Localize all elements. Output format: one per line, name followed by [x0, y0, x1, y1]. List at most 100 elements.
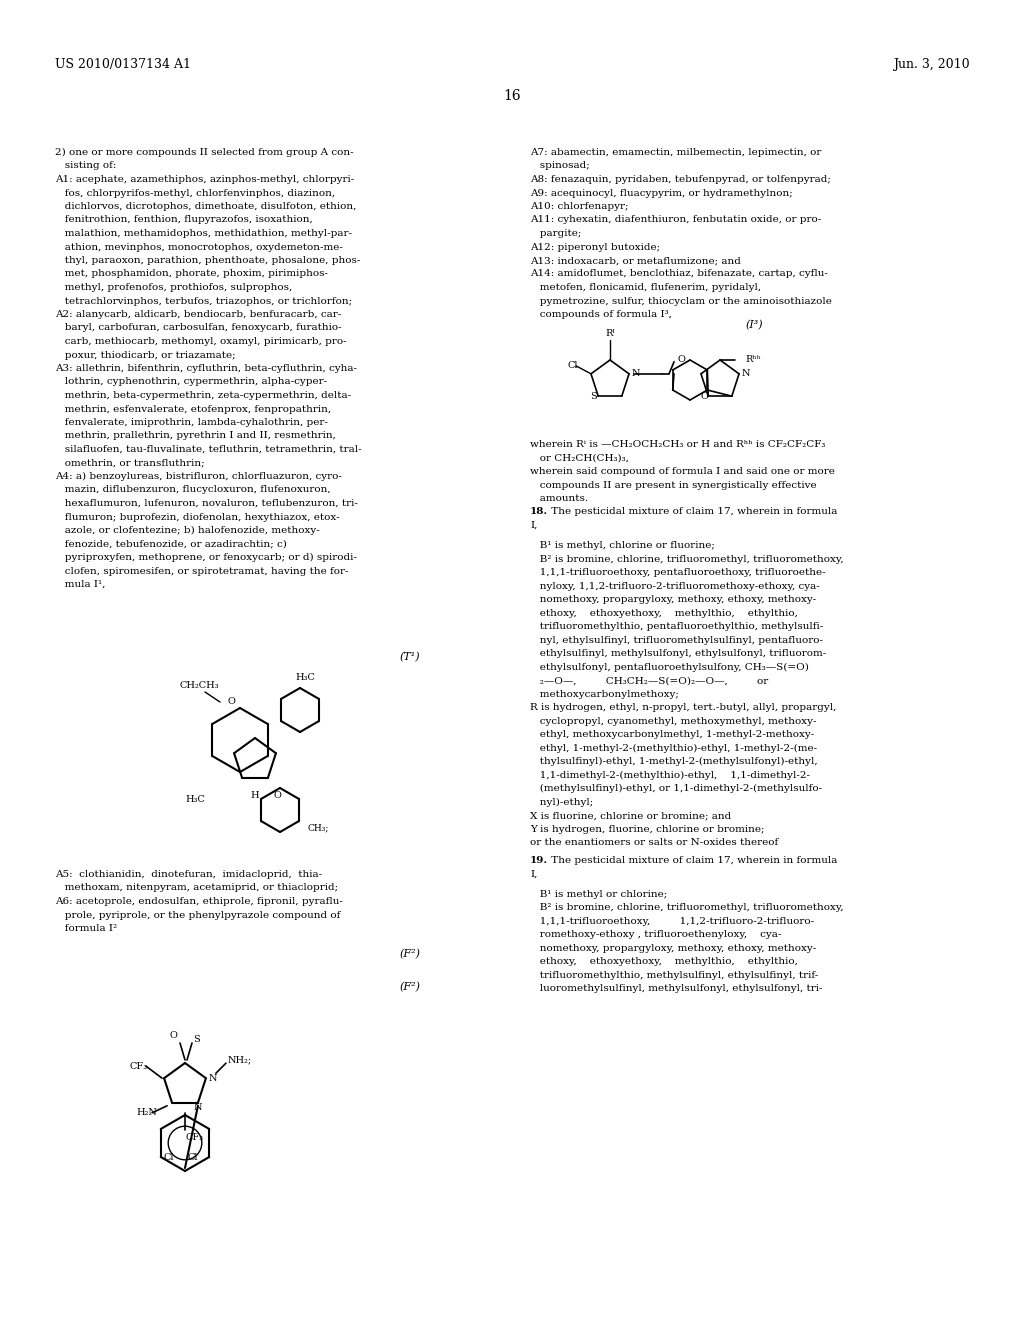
- Text: A9: acequinocyl, fluacypyrim, or hydramethylnon;: A9: acequinocyl, fluacypyrim, or hydrame…: [530, 189, 793, 198]
- Text: I,: I,: [530, 870, 538, 878]
- Text: The pesticidal mixture of claim 17, wherein in formula: The pesticidal mixture of claim 17, wher…: [548, 507, 838, 516]
- Text: N: N: [742, 370, 751, 379]
- Text: A13: indoxacarb, or metaflumizone; and: A13: indoxacarb, or metaflumizone; and: [530, 256, 741, 265]
- Text: Y is hydrogen, fluorine, chlorine or bromine;: Y is hydrogen, fluorine, chlorine or bro…: [530, 825, 765, 834]
- Text: Cl: Cl: [187, 1152, 198, 1162]
- Text: silafluofen, tau-fluvalinate, tefluthrin, tetramethrin, tral-: silafluofen, tau-fluvalinate, tefluthrin…: [55, 445, 361, 454]
- Text: amounts.: amounts.: [530, 494, 588, 503]
- Text: dichlorvos, dicrotophos, dimethoate, disulfoton, ethion,: dichlorvos, dicrotophos, dimethoate, dis…: [55, 202, 356, 211]
- Text: spinosad;: spinosad;: [530, 161, 590, 170]
- Text: NH₂;: NH₂;: [228, 1056, 252, 1065]
- Text: A2: alanycarb, aldicarb, bendiocarb, benfuracarb, car-: A2: alanycarb, aldicarb, bendiocarb, ben…: [55, 310, 341, 319]
- Text: A10: chlorfenapyr;: A10: chlorfenapyr;: [530, 202, 629, 211]
- Text: formula I²: formula I²: [55, 924, 117, 933]
- Text: trifluoromethylthio, methylsulfinyl, ethylsulfinyl, trif-: trifluoromethylthio, methylsulfinyl, eth…: [530, 970, 818, 979]
- Text: tetrachlorvinphos, terbufos, triazophos, or trichlorfon;: tetrachlorvinphos, terbufos, triazophos,…: [55, 297, 352, 305]
- Text: (F²): (F²): [400, 982, 421, 993]
- Text: clofen, spiromesifen, or spirotetramat, having the for-: clofen, spiromesifen, or spirotetramat, …: [55, 566, 348, 576]
- Text: ₂—O—,         CH₃CH₂—S(=O)₂—O—,         or: ₂—O—, CH₃CH₂—S(=O)₂—O—, or: [530, 676, 768, 685]
- Text: compounds II are present in synergistically effective: compounds II are present in synergistica…: [530, 480, 816, 490]
- Text: ethylsulfonyl, pentafluoroethylsulfony, CH₃—S(=O): ethylsulfonyl, pentafluoroethylsulfony, …: [530, 663, 809, 672]
- Text: nomethoxy, propargyloxy, methoxy, ethoxy, methoxy-: nomethoxy, propargyloxy, methoxy, ethoxy…: [530, 595, 816, 605]
- Text: nomethoxy, propargyloxy, methoxy, ethoxy, methoxy-: nomethoxy, propargyloxy, methoxy, ethoxy…: [530, 944, 816, 953]
- Text: lothrin, cyphenothrin, cypermethrin, alpha-cyper-: lothrin, cyphenothrin, cypermethrin, alp…: [55, 378, 327, 387]
- Text: malathion, methamidophos, methidathion, methyl-par-: malathion, methamidophos, methidathion, …: [55, 228, 352, 238]
- Text: S: S: [590, 392, 597, 401]
- Text: R is hydrogen, ethyl, n-propyl, tert.-butyl, allyl, propargyl,: R is hydrogen, ethyl, n-propyl, tert.-bu…: [530, 704, 837, 713]
- Text: N: N: [194, 1104, 203, 1113]
- Text: O: O: [273, 791, 281, 800]
- Text: O: O: [170, 1031, 178, 1040]
- Text: A4: a) benzoylureas, bistrifluron, chlorfluazuron, cyro-: A4: a) benzoylureas, bistrifluron, chlor…: [55, 473, 342, 480]
- Text: ethylsulfinyl, methylsulfonyl, ethylsulfonyl, trifluorom-: ethylsulfinyl, methylsulfonyl, ethylsulf…: [530, 649, 826, 659]
- Text: (T¹): (T¹): [400, 652, 421, 663]
- Text: 16: 16: [503, 88, 521, 103]
- Text: pymetrozine, sulfur, thiocyclam or the aminoisothiazole: pymetrozine, sulfur, thiocyclam or the a…: [530, 297, 831, 305]
- Text: sisting of:: sisting of:: [55, 161, 117, 170]
- Text: Jun. 3, 2010: Jun. 3, 2010: [893, 58, 970, 71]
- Text: O: O: [700, 392, 709, 401]
- Text: B² is bromine, chlorine, trifluoromethyl, trifluoromethoxy,: B² is bromine, chlorine, trifluoromethyl…: [530, 903, 844, 912]
- Text: methoxam, nitenpyram, acetamiprid, or thiacloprid;: methoxam, nitenpyram, acetamiprid, or th…: [55, 883, 338, 892]
- Text: fos, chlorpyrifos-methyl, chlorfenvinphos, diazinon,: fos, chlorpyrifos-methyl, chlorfenvinpho…: [55, 189, 335, 198]
- Text: Rʰʰ: Rʰʰ: [745, 355, 761, 364]
- Text: thylsulfinyl)-ethyl, 1-methyl-2-(methylsulfonyl)-ethyl,: thylsulfinyl)-ethyl, 1-methyl-2-(methyls…: [530, 758, 817, 767]
- Text: B¹ is methyl or chlorine;: B¹ is methyl or chlorine;: [530, 890, 668, 899]
- Text: A3: allethrin, bifenthrin, cyfluthrin, beta-cyfluthrin, cyha-: A3: allethrin, bifenthrin, cyfluthrin, b…: [55, 364, 357, 374]
- Text: nyloxy, 1,1,2-trifluoro-2-trifluoromethoxy-ethoxy, cya-: nyloxy, 1,1,2-trifluoro-2-trifluorometho…: [530, 582, 820, 591]
- Text: mazin, diflubenzuron, flucycloxuron, flufenoxuron,: mazin, diflubenzuron, flucycloxuron, flu…: [55, 486, 331, 495]
- Text: 19.: 19.: [530, 855, 548, 865]
- Text: or CH₂CH(CH₃)₃,: or CH₂CH(CH₃)₃,: [530, 454, 629, 462]
- Text: CF₃: CF₃: [185, 1133, 203, 1142]
- Text: methoxycarbonylmethoxy;: methoxycarbonylmethoxy;: [530, 690, 679, 698]
- Text: A11: cyhexatin, diafenthiuron, fenbutatin oxide, or pro-: A11: cyhexatin, diafenthiuron, fenbutati…: [530, 215, 821, 224]
- Text: 2) one or more compounds II selected from group A con-: 2) one or more compounds II selected fro…: [55, 148, 353, 157]
- Text: (F²): (F²): [400, 949, 421, 960]
- Text: I,: I,: [530, 521, 538, 531]
- Text: B¹ is methyl, chlorine or fluorine;: B¹ is methyl, chlorine or fluorine;: [530, 541, 715, 550]
- Text: ethyl, 1-methyl-2-(methylthio)-ethyl, 1-methyl-2-(me-: ethyl, 1-methyl-2-(methylthio)-ethyl, 1-…: [530, 743, 817, 752]
- Text: methrin, beta-cypermethrin, zeta-cypermethrin, delta-: methrin, beta-cypermethrin, zeta-cyperme…: [55, 391, 351, 400]
- Text: pargite;: pargite;: [530, 228, 582, 238]
- Text: luoromethylsulfinyl, methylsulfonyl, ethylsulfonyl, tri-: luoromethylsulfinyl, methylsulfonyl, eth…: [530, 983, 822, 993]
- Text: (I³): (I³): [745, 321, 763, 330]
- Text: A8: fenazaquin, pyridaben, tebufenpyrad, or tolfenpyrad;: A8: fenazaquin, pyridaben, tebufenpyrad,…: [530, 176, 830, 183]
- Text: N: N: [209, 1073, 217, 1082]
- Text: A14: amidoflumet, benclothiaz, bifenazate, cartap, cyflu-: A14: amidoflumet, benclothiaz, bifenazat…: [530, 269, 827, 279]
- Text: Rᴵ: Rᴵ: [605, 329, 614, 338]
- Text: compounds of formula I³,: compounds of formula I³,: [530, 310, 672, 319]
- Text: mula I¹,: mula I¹,: [55, 579, 105, 589]
- Text: ethyl, methoxycarbonylmethyl, 1-methyl-2-methoxy-: ethyl, methoxycarbonylmethyl, 1-methyl-2…: [530, 730, 814, 739]
- Text: romethoxy-ethoxy , trifluoroethenyloxy,    cya-: romethoxy-ethoxy , trifluoroethenyloxy, …: [530, 931, 781, 939]
- Text: 1,1,1-trifluoroethoxy,         1,1,2-trifluoro-2-trifluoro-: 1,1,1-trifluoroethoxy, 1,1,2-trifluoro-2…: [530, 916, 814, 925]
- Text: cyclopropyl, cyanomethyl, methoxymethyl, methoxy-: cyclopropyl, cyanomethyl, methoxymethyl,…: [530, 717, 816, 726]
- Text: CF₃: CF₃: [129, 1061, 147, 1071]
- Text: methrin, esfenvalerate, etofenprox, fenpropathrin,: methrin, esfenvalerate, etofenprox, fenp…: [55, 404, 331, 413]
- Text: A12: piperonyl butoxide;: A12: piperonyl butoxide;: [530, 243, 660, 252]
- Text: met, phosphamidon, phorate, phoxim, pirimiphos-: met, phosphamidon, phorate, phoxim, piri…: [55, 269, 328, 279]
- Text: fenvalerate, imiprothrin, lambda-cyhalothrin, per-: fenvalerate, imiprothrin, lambda-cyhalot…: [55, 418, 328, 426]
- Text: Cl: Cl: [568, 362, 579, 371]
- Text: X is fluorine, chlorine or bromine; and: X is fluorine, chlorine or bromine; and: [530, 812, 731, 820]
- Text: fenitrothion, fenthion, flupyrazofos, isoxathion,: fenitrothion, fenthion, flupyrazofos, is…: [55, 215, 312, 224]
- Text: (methylsulfinyl)-ethyl, or 1,1-dimethyl-2-(methylsulfo-: (methylsulfinyl)-ethyl, or 1,1-dimethyl-…: [530, 784, 822, 793]
- Text: The pesticidal mixture of claim 17, wherein in formula: The pesticidal mixture of claim 17, wher…: [548, 855, 838, 865]
- Text: flumuron; buprofezin, diofenolan, hexythiazox, etox-: flumuron; buprofezin, diofenolan, hexyth…: [55, 512, 340, 521]
- Text: poxur, thiodicarb, or triazamate;: poxur, thiodicarb, or triazamate;: [55, 351, 236, 359]
- Text: H₂N: H₂N: [136, 1109, 157, 1117]
- Text: N: N: [632, 370, 641, 379]
- Text: prole, pyriprole, or the phenylpyrazole compound of: prole, pyriprole, or the phenylpyrazole …: [55, 911, 340, 920]
- Text: hexaflumuron, lufenuron, novaluron, teflubenzuron, tri-: hexaflumuron, lufenuron, novaluron, tefl…: [55, 499, 357, 508]
- Text: ethoxy,    ethoxyethoxy,    methylthio,    ethylthio,: ethoxy, ethoxyethoxy, methylthio, ethylt…: [530, 609, 798, 618]
- Text: methrin, prallethrin, pyrethrin I and II, resmethrin,: methrin, prallethrin, pyrethrin I and II…: [55, 432, 336, 441]
- Text: A6: acetoprole, endosulfan, ethiprole, fipronil, pyraflu-: A6: acetoprole, endosulfan, ethiprole, f…: [55, 898, 343, 906]
- Text: baryl, carbofuran, carbosulfan, fenoxycarb, furathio-: baryl, carbofuran, carbosulfan, fenoxyca…: [55, 323, 342, 333]
- Text: methyl, profenofos, prothiofos, sulprophos,: methyl, profenofos, prothiofos, sulproph…: [55, 282, 292, 292]
- Text: CH₂CH₃: CH₂CH₃: [180, 681, 219, 689]
- Text: S: S: [193, 1035, 200, 1044]
- Text: thyl, paraoxon, parathion, phenthoate, phosalone, phos-: thyl, paraoxon, parathion, phenthoate, p…: [55, 256, 360, 265]
- Text: athion, mevinphos, monocrotophos, oxydemeton-me-: athion, mevinphos, monocrotophos, oxydem…: [55, 243, 343, 252]
- Text: wherein said compound of formula I and said one or more: wherein said compound of formula I and s…: [530, 467, 835, 477]
- Text: O: O: [228, 697, 236, 706]
- Text: Cl: Cl: [164, 1152, 174, 1162]
